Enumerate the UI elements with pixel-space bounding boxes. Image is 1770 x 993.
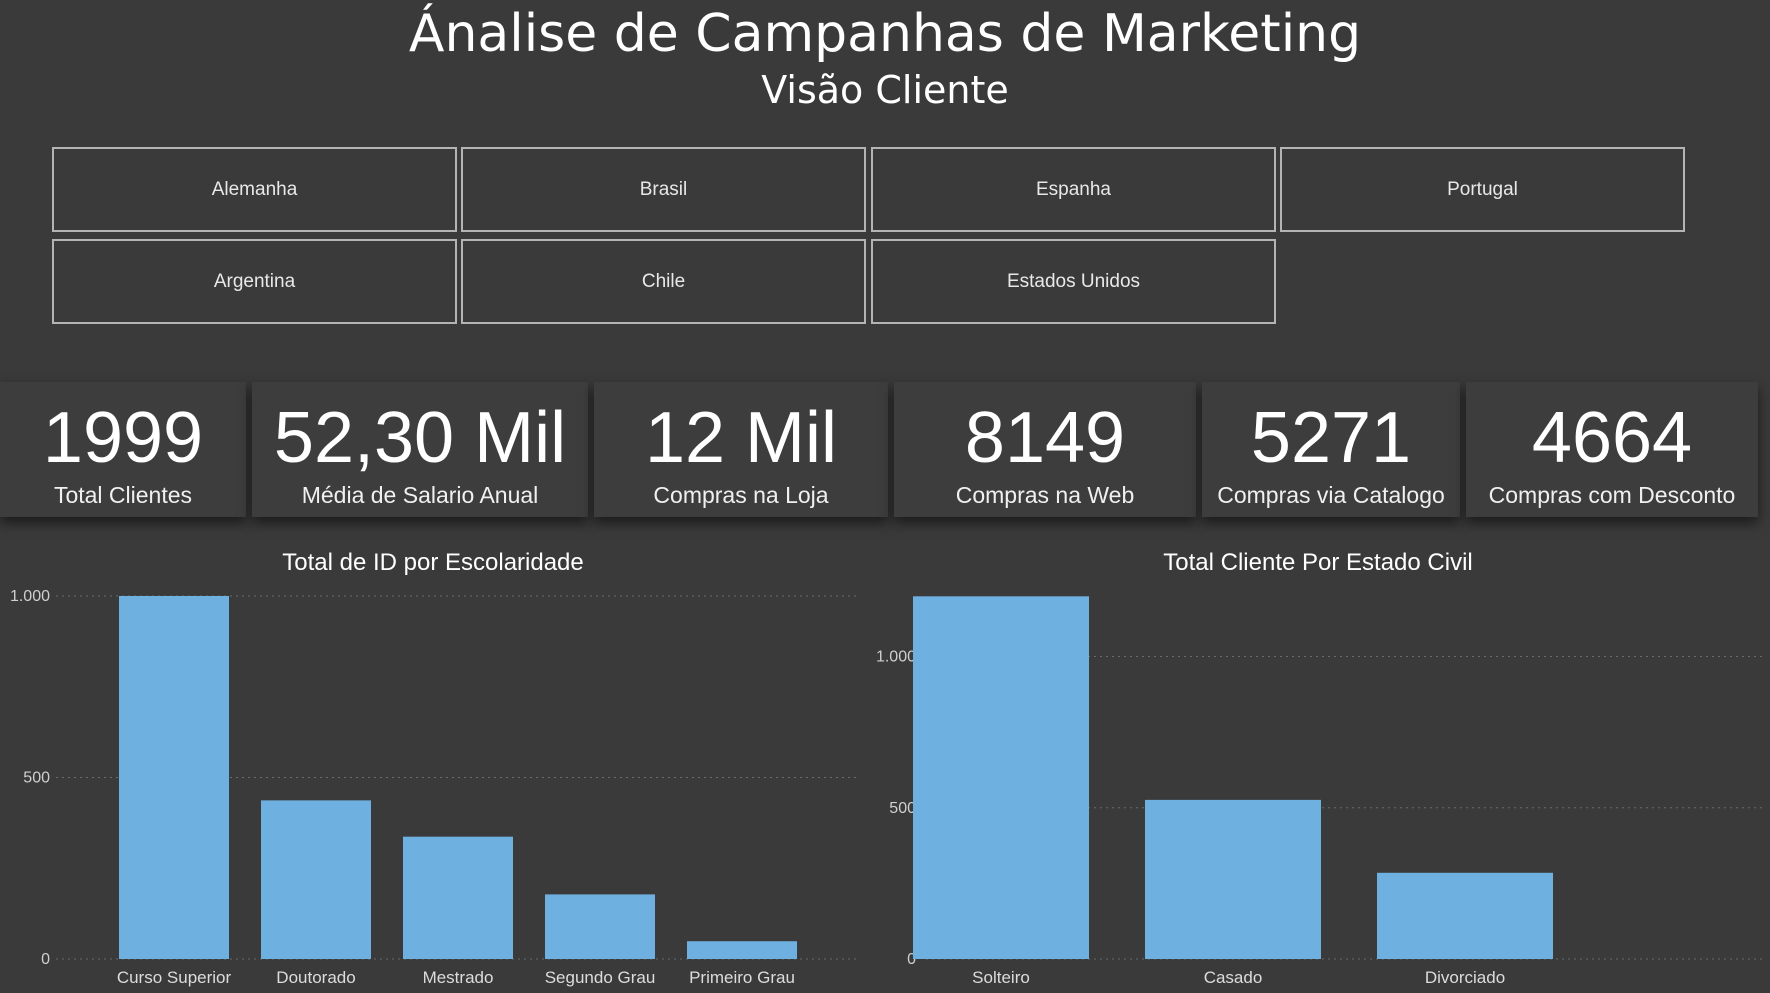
x-tick-label: Divorciado <box>1425 968 1505 987</box>
bar-mestrado[interactable] <box>403 836 513 959</box>
kpi-label: Compras na Loja <box>653 482 829 508</box>
bar-casado[interactable] <box>1145 799 1321 959</box>
bar-segundo-grau[interactable] <box>545 894 655 959</box>
kpi-value: 12 Mil <box>644 398 838 478</box>
x-tick-label: Primeiro Grau <box>689 968 795 987</box>
kpi-card-compras-catalogo: 5271 Compras via Catalogo <box>1202 382 1460 517</box>
x-tick-label: Solteiro <box>972 968 1030 987</box>
y-tick-label: 500 <box>889 800 916 817</box>
bar-doutorado[interactable] <box>261 800 371 959</box>
x-tick-label: Doutorado <box>276 968 355 987</box>
kpi-value: 8149 <box>964 398 1126 478</box>
chart-title-escolaridade: Total de ID por Escolaridade <box>282 549 584 576</box>
page-subtitle: Visão Cliente <box>761 68 1009 112</box>
bar-primeiro-grau[interactable] <box>687 941 797 959</box>
kpi-label: Compras na Web <box>955 482 1135 508</box>
x-tick-label: Segundo Grau <box>545 968 656 987</box>
x-tick-label: Casado <box>1204 968 1263 987</box>
slicer-button-chile[interactable]: Chile <box>461 239 866 324</box>
kpi-label: Compras via Catalogo <box>1217 482 1445 508</box>
slicer-button-portugal[interactable]: Portugal <box>1280 147 1685 232</box>
kpi-value: 4664 <box>1531 398 1693 478</box>
kpi-value: 1999 <box>42 398 204 478</box>
slicer-button-espanha[interactable]: Espanha <box>871 147 1276 232</box>
x-tick-label: Curso Superior <box>117 968 232 987</box>
kpi-card-compras-loja: 12 Mil Compras na Loja <box>594 382 888 517</box>
kpi-value: 5271 <box>1250 398 1412 478</box>
y-tick-label: 0 <box>907 951 916 968</box>
y-tick-label: 0 <box>41 951 50 968</box>
slicer-button-brasil[interactable]: Brasil <box>461 147 866 232</box>
chart-escolaridade: 0 500 1.000 Curso Superior Doutorado Mestrado… <box>10 588 860 987</box>
y-tick-label: 500 <box>23 770 50 787</box>
chart-estado-civil: 0 500 1.000 Solteiro Casado Divorciado <box>876 596 1766 987</box>
kpi-label: Média de Salario Anual <box>301 482 539 508</box>
y-tick-label: 1.000 <box>876 649 916 666</box>
page-title: Ánalise de Campanhas de Marketing <box>408 4 1362 64</box>
kpi-label: Compras com Desconto <box>1488 482 1736 508</box>
kpi-card-compras-web: 8149 Compras na Web <box>894 382 1196 517</box>
slicer-button-argentina[interactable]: Argentina <box>52 239 457 324</box>
bar-curso-superior[interactable] <box>119 596 229 959</box>
kpi-card-media-salario: 52,30 Mil Média de Salario Anual <box>252 382 588 517</box>
kpi-card-total-clientes: 1999 Total Clientes <box>0 382 246 517</box>
chart-title-estado-civil: Total Cliente Por Estado Civil <box>1163 549 1473 576</box>
slicer-button-estados-unidos[interactable]: Estados Unidos <box>871 239 1276 324</box>
y-tick-label: 1.000 <box>10 588 50 605</box>
kpi-card-compras-desconto: 4664 Compras com Desconto <box>1466 382 1758 517</box>
slicer-button-alemanha[interactable]: Alemanha <box>52 147 457 232</box>
kpi-label: Total Clientes <box>53 482 193 508</box>
x-tick-label: Mestrado <box>423 968 494 987</box>
bar-solteiro[interactable] <box>913 596 1089 959</box>
kpi-value: 52,30 Mil <box>273 398 567 478</box>
bar-divorciado[interactable] <box>1377 872 1553 959</box>
